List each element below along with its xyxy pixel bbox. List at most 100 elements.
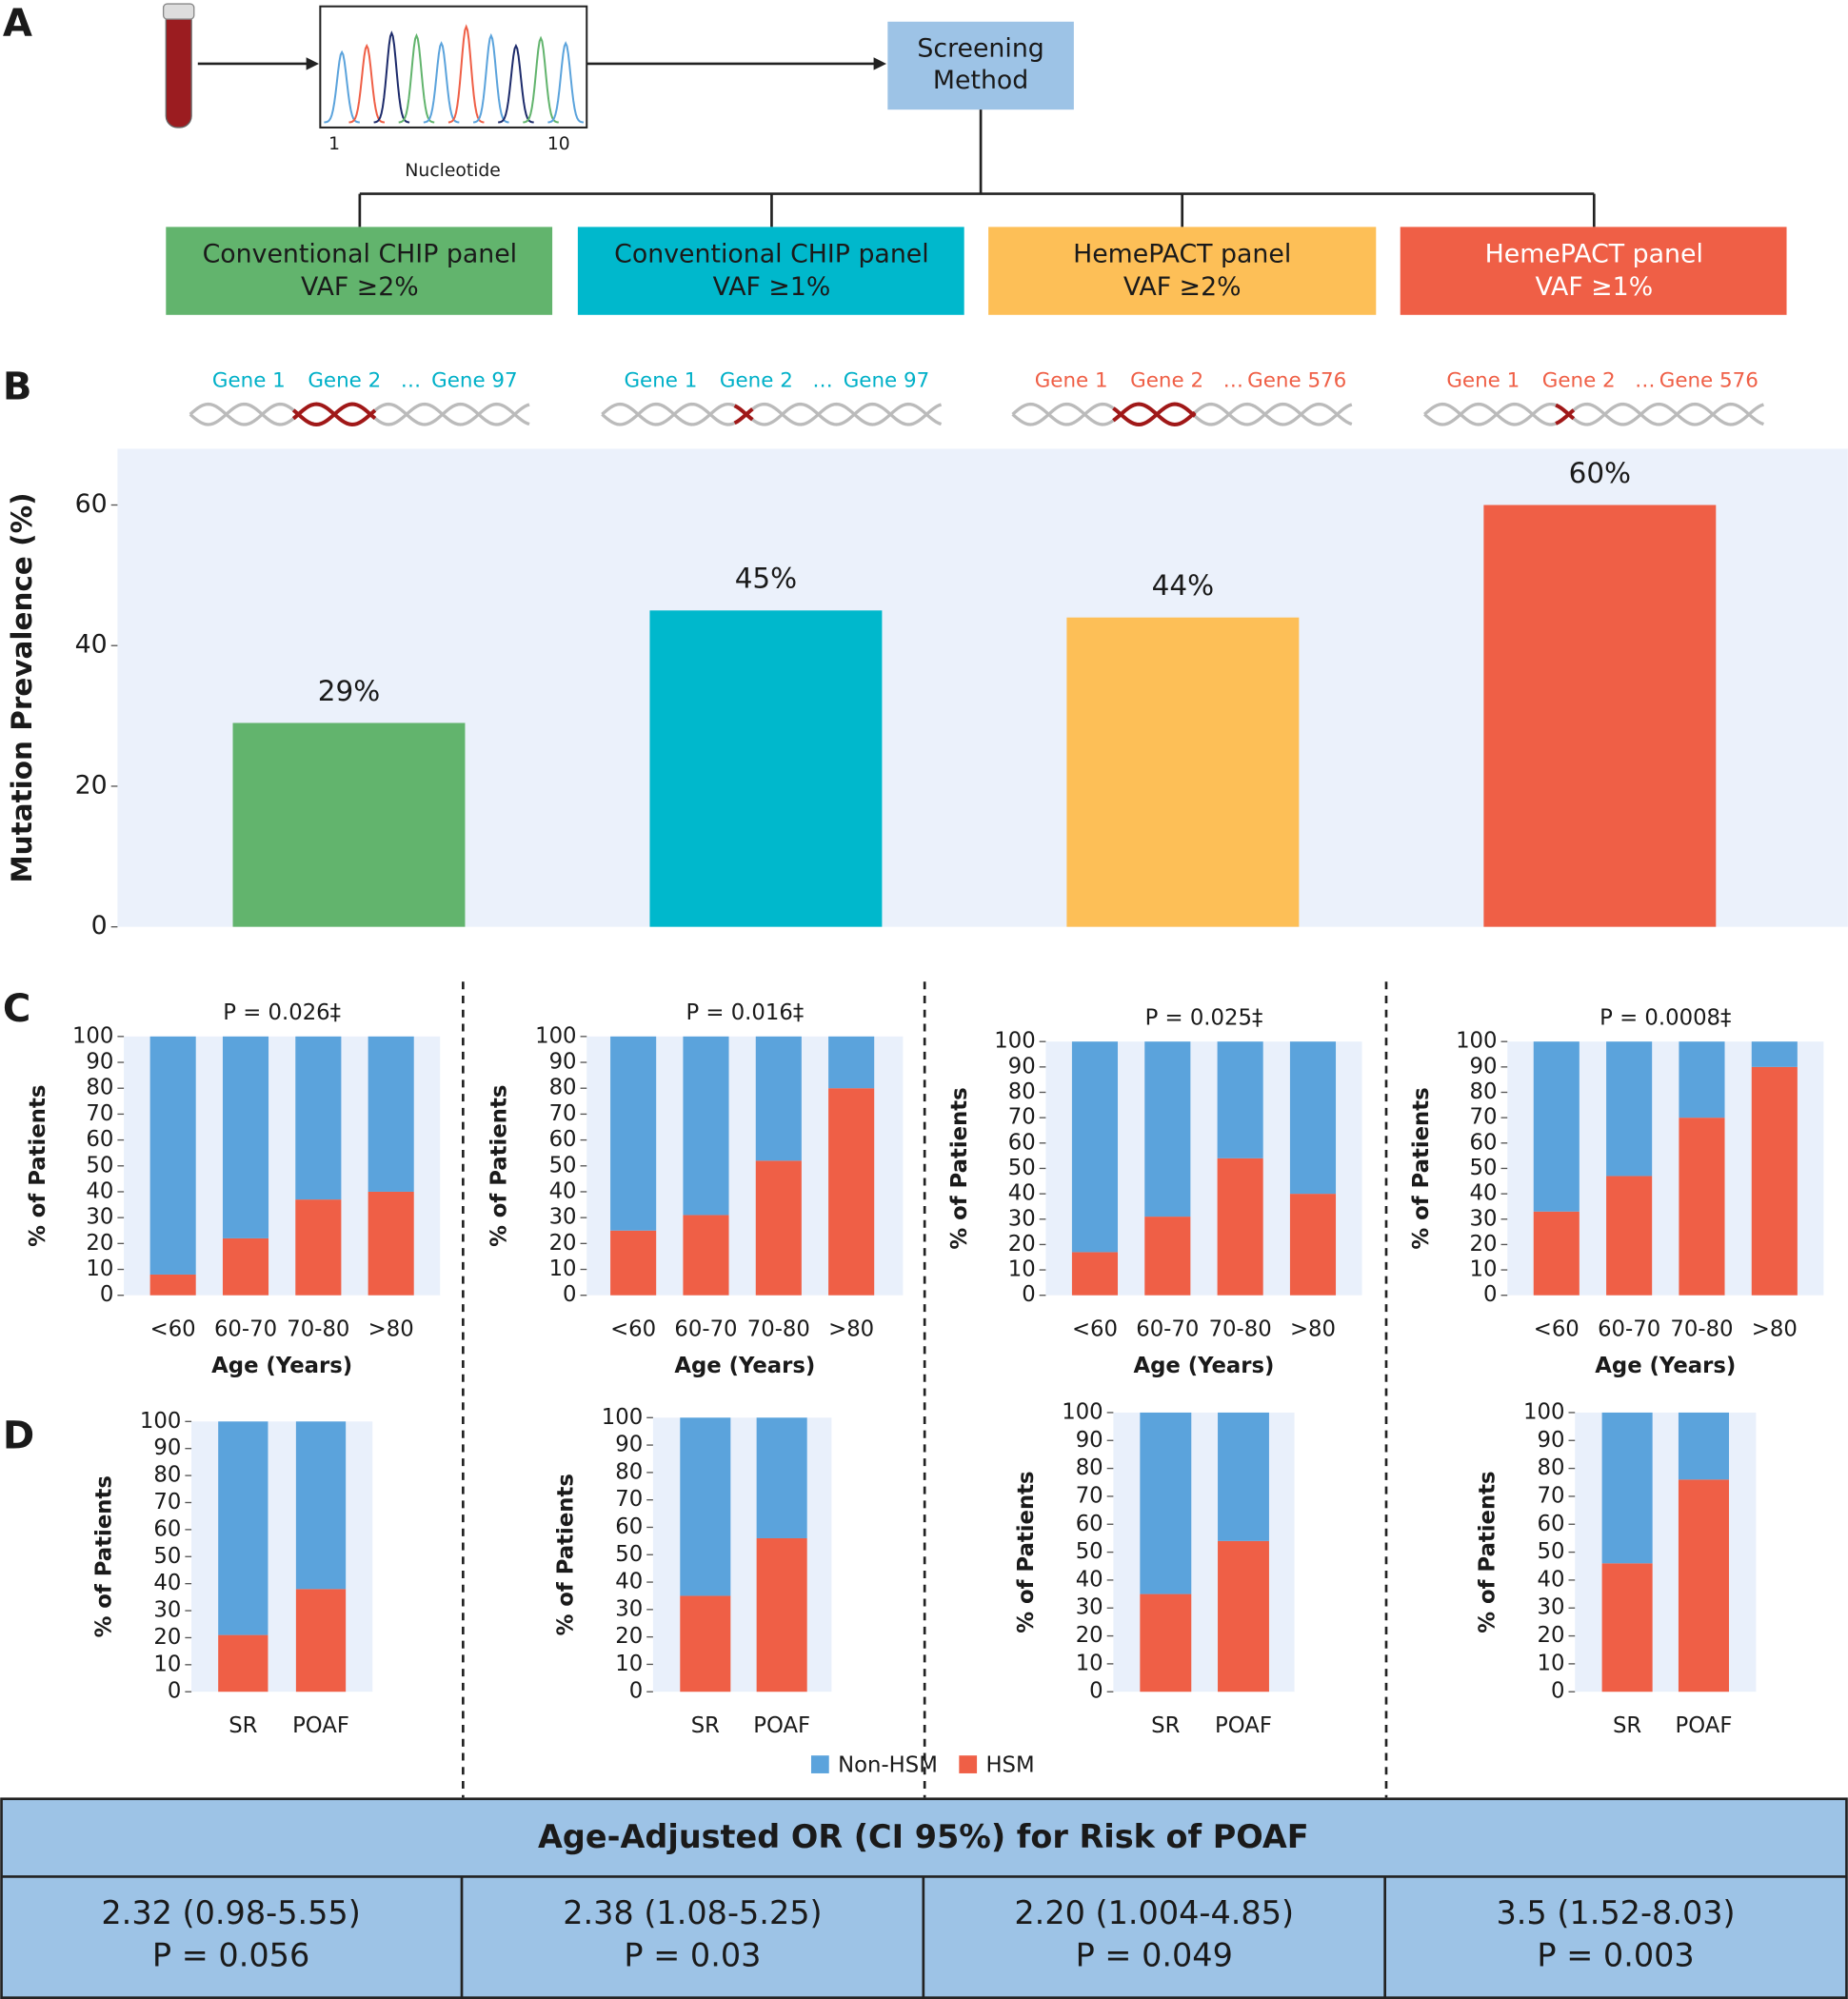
y-tick-label: 30 — [615, 1596, 643, 1621]
bar-segment — [756, 1417, 807, 1538]
bar-segment — [1144, 1217, 1191, 1296]
y-tick-label: 30 — [86, 1205, 113, 1230]
y-tick-label: 40 — [86, 1178, 113, 1203]
dna-highlight — [1112, 402, 1197, 426]
table-cell: 3.5 (1.52-8.03) — [1497, 1894, 1736, 1931]
x-tick-label: POAF — [1676, 1713, 1733, 1738]
bar-segment — [368, 1191, 414, 1296]
y-tick-label: 50 — [1470, 1156, 1498, 1180]
y-tick-label: 100 — [602, 1405, 643, 1430]
x-axis-title: Age (Years) — [1595, 1354, 1736, 1378]
y-tick-label: 80 — [153, 1463, 181, 1488]
y-tick-label: 90 — [549, 1050, 577, 1075]
x-tick-label: >80 — [1752, 1316, 1798, 1341]
gene-label: Gene 1 — [1446, 368, 1520, 392]
y-tick-label: 30 — [1538, 1595, 1565, 1620]
gene-label: … — [401, 368, 421, 392]
x-tick-label: <60 — [610, 1316, 656, 1341]
y-tick-label: 70 — [615, 1487, 643, 1512]
bar-segment — [1140, 1412, 1192, 1594]
x-tick-label: 70-80 — [747, 1316, 810, 1341]
y-tick-label: 100 — [1523, 1399, 1564, 1424]
panel-title: Conventional CHIP panel — [203, 239, 518, 268]
y-tick-label: 90 — [1470, 1054, 1498, 1079]
peak — [547, 41, 585, 124]
x-tick-label: POAF — [753, 1713, 810, 1738]
x-tick-label: >80 — [1290, 1316, 1336, 1341]
y-tick-label: 40 — [1008, 1181, 1036, 1206]
y-tick-label: 100 — [535, 1023, 576, 1048]
bar-segment — [218, 1634, 268, 1692]
y-tick-label: 0 — [168, 1679, 181, 1704]
y-tick-label: 30 — [153, 1598, 181, 1623]
gene-label: Gene 576 — [1247, 368, 1346, 392]
y-tick-label: 0 — [563, 1282, 576, 1307]
y-tick-label: 40 — [615, 1570, 643, 1594]
axis-start: 1 — [328, 134, 340, 154]
y-tick-label: 0 — [629, 1679, 643, 1704]
arrow-head — [306, 57, 320, 70]
table-cell: P = 0.049 — [1076, 1936, 1233, 1973]
bar-segment — [295, 1036, 342, 1200]
x-tick-label: SR — [1613, 1713, 1641, 1738]
panel-label: D — [3, 1415, 34, 1458]
y-tick-label: 90 — [153, 1435, 181, 1460]
y-tick-label: 90 — [1538, 1428, 1565, 1453]
dna-highlight — [291, 402, 377, 427]
y-tick-label: 0 — [100, 1282, 113, 1307]
gene-label: … — [812, 368, 832, 392]
bar-segment — [1218, 1412, 1269, 1541]
bar-segment — [295, 1199, 342, 1296]
x-tick-label: POAF — [1215, 1713, 1272, 1738]
panel-threshold: VAF ≥2% — [301, 272, 419, 302]
y-tick-label: 40 — [549, 1178, 577, 1203]
dna-strand — [601, 402, 943, 426]
y-tick-label: 50 — [153, 1544, 181, 1569]
y-tick-label: 0 — [1089, 1679, 1103, 1704]
y-tick-label: 60 — [75, 489, 108, 519]
axis-end: 10 — [547, 134, 570, 154]
y-axis-title: % of Patients — [26, 1085, 50, 1247]
peak — [523, 35, 559, 124]
divider — [462, 981, 1388, 1798]
y-tick-label: 50 — [86, 1153, 113, 1178]
y-tick-label: 60 — [1076, 1512, 1103, 1536]
bar-segment — [368, 1036, 414, 1192]
y-tick-label: 80 — [615, 1459, 643, 1484]
tube-cap — [162, 3, 195, 20]
arrow-head — [873, 57, 886, 70]
dna-highlight — [1555, 408, 1576, 426]
y-tick-label: 80 — [1538, 1455, 1565, 1480]
table-cell: 2.20 (1.004-4.85) — [1014, 1894, 1294, 1931]
bar — [649, 610, 883, 927]
table-title: Age-Adjusted OR (CI 95%) for Risk of POA… — [538, 1818, 1309, 1855]
x-tick-label: POAF — [292, 1713, 349, 1738]
bar-segment — [222, 1237, 269, 1296]
y-tick-label: 10 — [1008, 1257, 1036, 1282]
value-label: 44% — [1152, 569, 1214, 602]
y-tick-label: 90 — [1008, 1054, 1036, 1079]
x-axis-title: Age (Years) — [211, 1354, 352, 1378]
x-tick-label: SR — [229, 1713, 257, 1738]
panel-box — [166, 227, 553, 315]
value-label: 45% — [735, 563, 797, 595]
table-cell: 2.32 (0.98-5.55) — [101, 1894, 360, 1931]
y-tick-label: 40 — [1470, 1181, 1498, 1206]
bar-segment — [222, 1036, 269, 1238]
panel-title: HemePACT panel — [1485, 239, 1703, 268]
gene-label: Gene 1 — [624, 368, 697, 392]
value-label: 60% — [1569, 457, 1631, 489]
y-tick-label: 80 — [1470, 1079, 1498, 1104]
panel-title: HemePACT panel — [1073, 239, 1291, 268]
y-tick-label: 10 — [1076, 1651, 1103, 1675]
gene-label: Gene 1 — [1035, 368, 1108, 392]
gene-label: … — [1635, 368, 1655, 392]
table-cell: P = 0.03 — [624, 1936, 761, 1973]
bar-segment — [1679, 1118, 1725, 1296]
dna-highlight — [1555, 403, 1576, 421]
blood-tube — [165, 6, 192, 129]
bar-segment — [1289, 1194, 1337, 1296]
bar — [232, 722, 466, 927]
x-tick-label: >80 — [828, 1316, 874, 1341]
